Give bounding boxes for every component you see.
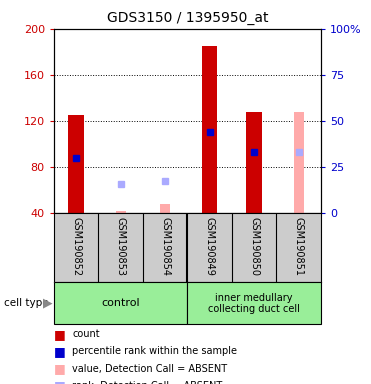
Bar xyxy=(68,115,84,213)
Text: rank, Detection Call = ABSENT: rank, Detection Call = ABSENT xyxy=(72,381,223,384)
Text: percentile rank within the sample: percentile rank within the sample xyxy=(72,346,237,356)
Bar xyxy=(246,112,262,213)
Text: GSM190853: GSM190853 xyxy=(116,217,125,276)
Text: ■: ■ xyxy=(54,328,66,341)
Title: GDS3150 / 1395950_at: GDS3150 / 1395950_at xyxy=(106,11,268,25)
Bar xyxy=(160,204,170,213)
Text: GSM190852: GSM190852 xyxy=(71,217,81,276)
Bar xyxy=(293,112,304,213)
Text: GSM190854: GSM190854 xyxy=(160,217,170,276)
Text: ■: ■ xyxy=(54,362,66,375)
Bar xyxy=(54,282,187,324)
Bar xyxy=(115,211,126,213)
Bar xyxy=(202,46,217,213)
Text: cell type: cell type xyxy=(4,298,48,308)
Text: value, Detection Call = ABSENT: value, Detection Call = ABSENT xyxy=(72,364,227,374)
Text: ■: ■ xyxy=(54,345,66,358)
Text: control: control xyxy=(101,298,140,308)
Text: GSM190851: GSM190851 xyxy=(294,217,303,276)
Text: inner medullary
collecting duct cell: inner medullary collecting duct cell xyxy=(208,293,300,314)
Text: GSM190850: GSM190850 xyxy=(249,217,259,276)
Text: count: count xyxy=(72,329,100,339)
Text: GSM190849: GSM190849 xyxy=(205,217,214,275)
Text: ▶: ▶ xyxy=(43,297,52,310)
Bar xyxy=(187,282,321,324)
Text: ■: ■ xyxy=(54,379,66,384)
